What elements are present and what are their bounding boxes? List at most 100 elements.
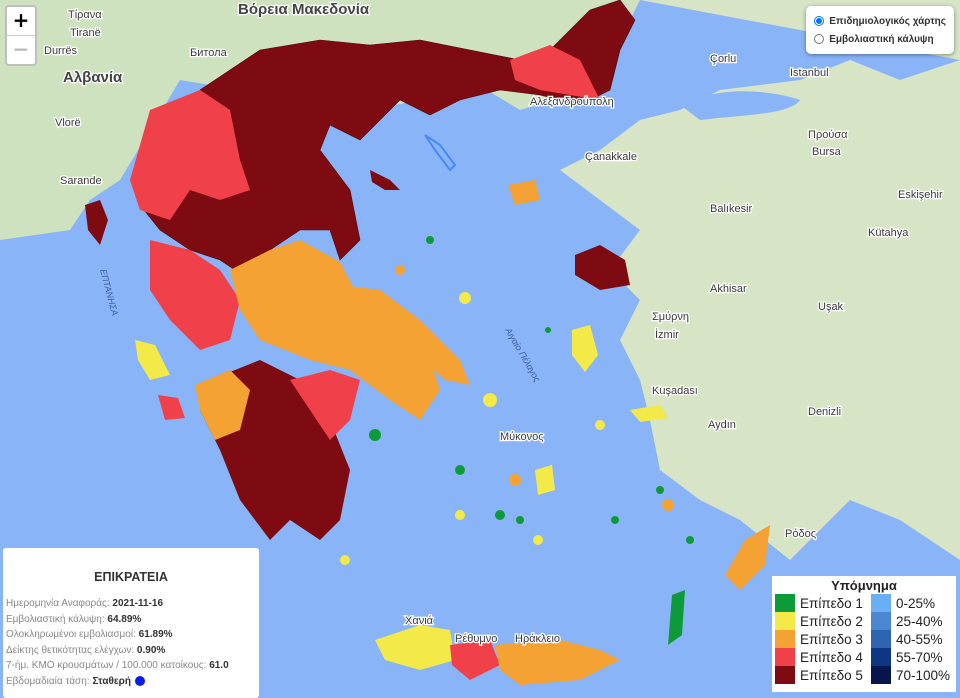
info-title: ΕΠΙΚΡΑΤΕΙΑ bbox=[94, 570, 168, 584]
island-limnos[interactable] bbox=[508, 180, 540, 205]
legend-level-label: Επίπεδο 3 bbox=[800, 631, 863, 647]
legend-coverage-item: 0-25% bbox=[870, 594, 950, 612]
island-zakynthos[interactable] bbox=[158, 395, 185, 420]
region-level4-west[interactable] bbox=[150, 240, 240, 350]
island-lesvos[interactable] bbox=[575, 245, 630, 290]
legend-level-label: Επίπεδο 4 bbox=[800, 649, 863, 665]
island-kefalonia[interactable] bbox=[135, 340, 170, 380]
info-row-completed: Ολοκληρωμένοι εμβολιασμοί: 61.89% bbox=[3, 629, 259, 645]
island-karpathos[interactable] bbox=[668, 590, 685, 645]
legend-coverage-label: 70-100% bbox=[895, 667, 950, 683]
zoom-control: + − bbox=[5, 5, 37, 66]
label-rhodes: Ρόδος bbox=[785, 528, 816, 540]
region-level3-achaia[interactable] bbox=[195, 370, 250, 440]
layer-option-label: Επιδημιολογικός χάρτης bbox=[829, 15, 946, 27]
legend-level-item: Επίπεδο 4 bbox=[775, 648, 863, 666]
info-value: 0.90% bbox=[136, 644, 166, 656]
legend-level-item: Επίπεδο 3 bbox=[775, 630, 863, 648]
legend-coverage-swatch bbox=[870, 630, 891, 648]
label-tirana: Τίρανα bbox=[68, 9, 102, 21]
cyclades-islands[interactable] bbox=[369, 236, 694, 544]
island-samos[interactable] bbox=[630, 405, 668, 422]
label-bursa-gr: Προύσα bbox=[808, 129, 848, 141]
label-corlu: Çorlu bbox=[710, 53, 736, 65]
legend-coverage-swatch bbox=[870, 648, 891, 666]
legend-coverage-swatch bbox=[870, 666, 891, 684]
legend-coverage-label: 25-40% bbox=[895, 613, 943, 629]
label-aegean-sea: Αιγαίο Πέλαγος bbox=[503, 325, 543, 384]
zoom-out-button[interactable]: − bbox=[7, 35, 35, 64]
label-albania: Αλβανία bbox=[63, 69, 123, 86]
legend-coverage-item: 70-100% bbox=[870, 666, 950, 684]
island-rhodes[interactable] bbox=[725, 525, 770, 590]
region-level4-epirus[interactable] bbox=[130, 90, 250, 220]
orange-islands[interactable] bbox=[395, 265, 674, 511]
island-corfu[interactable] bbox=[85, 200, 108, 245]
info-value: Σταθερή bbox=[92, 675, 131, 687]
info-label: 7-ήμ. ΚΜΟ κρουσμάτων / 100.000 κατοίκους… bbox=[6, 660, 210, 671]
legend-title: Υπόμνημα bbox=[831, 578, 897, 593]
label-usak: Uşak bbox=[818, 301, 844, 313]
region-level3-evia[interactable] bbox=[340, 285, 470, 385]
island-naxos[interactable] bbox=[535, 465, 555, 495]
info-value: 61.0 bbox=[209, 660, 229, 671]
island-crete-west[interactable] bbox=[375, 625, 455, 670]
label-heraklion: Ηράκλειο bbox=[515, 633, 560, 645]
label-mykonos: Μύκονος bbox=[500, 431, 544, 443]
island-crete-east[interactable] bbox=[495, 640, 620, 685]
legend-level-item: Επίπεδο 2 bbox=[775, 612, 863, 630]
label-balikesir: Balıkesir bbox=[710, 203, 753, 215]
label-kusadasi: Kuşadası bbox=[652, 385, 698, 397]
layer-option-vaccination[interactable]: Εμβολιαστική κάλυψη bbox=[810, 30, 946, 48]
island-crete-rethymno[interactable] bbox=[450, 640, 500, 680]
legend-level-label: Επίπεδο 2 bbox=[800, 613, 863, 629]
label-izmir: İzmir bbox=[655, 328, 679, 341]
legend-coverage-item: 25-40% bbox=[870, 612, 950, 630]
info-row-trend: Εβδομαδιαία τάση: Σταθερή bbox=[3, 676, 259, 692]
legend-coverage-label: 40-55% bbox=[895, 631, 943, 647]
label-istanbul: Istanbul bbox=[790, 67, 829, 79]
info-value: 2021-11-16 bbox=[112, 598, 164, 609]
zoom-in-button[interactable]: + bbox=[12, 8, 30, 32]
label-alexandroupoli: Αλεξανδρούπολη bbox=[530, 96, 614, 108]
label-durres: Durrës bbox=[44, 45, 78, 57]
info-row-positivity: Δείκτης θετικότητας ελέγχων: 0.90% bbox=[3, 645, 259, 661]
legend-level-swatch bbox=[775, 666, 795, 684]
region-level5-thasos-area[interactable] bbox=[370, 170, 400, 190]
info-label: Ολοκληρωμένοι εμβολιασμοί: bbox=[6, 629, 139, 640]
info-label: Ημερομηνία Αναφοράς: bbox=[6, 598, 113, 609]
label-akhisar: Akhisar bbox=[710, 283, 747, 295]
info-row-date: Ημερομηνία Αναφοράς: 2021-11-16 bbox=[3, 598, 259, 614]
legend-level-swatch bbox=[775, 630, 795, 648]
sea-marmara bbox=[680, 91, 800, 120]
region-level4-argolida[interactable] bbox=[290, 370, 360, 440]
label-sarande: Sarande bbox=[60, 175, 102, 187]
info-label: Εμβολιαστική κάλυψη: bbox=[6, 613, 108, 625]
label-canakkale: Çanakkale bbox=[585, 151, 637, 163]
info-row-coverage: Εμβολιαστική κάλυψη: 64.89% bbox=[3, 614, 259, 630]
legend: Υπόμνημα Επίπεδο 1 Επίπεδο 2 Επίπεδο 3 Επίπ… bbox=[772, 576, 956, 692]
legend-levels: Επίπεδο 1 Επίπεδο 2 Επίπεδο 3 Επίπεδο 4 Επίπ… bbox=[775, 594, 863, 684]
region-level4-evros[interactable] bbox=[510, 45, 600, 100]
label-eskisehir: Eskişehir bbox=[898, 189, 943, 201]
legend-coverage-swatch bbox=[870, 594, 891, 612]
legend-coverage-swatch bbox=[870, 612, 891, 630]
yellow-islands[interactable] bbox=[340, 292, 605, 565]
info-value: 64.89% bbox=[107, 613, 142, 625]
legend-level-label: Επίπεδο 1 bbox=[800, 595, 863, 611]
info-label: Εβδομαδιαία τάση: bbox=[6, 675, 93, 687]
epidemiological-radio[interactable] bbox=[814, 16, 825, 26]
label-bursa: Bursa bbox=[812, 146, 842, 158]
trend-dot-icon bbox=[134, 675, 145, 686]
label-bitola: Битола bbox=[190, 47, 228, 59]
vaccination-radio[interactable] bbox=[814, 34, 825, 44]
label-aydin: Aydın bbox=[708, 419, 736, 431]
land-turkey bbox=[560, 0, 960, 560]
layer-selector: Επιδημιολογικός χάρτης Εμβολιαστική κάλυ… bbox=[806, 6, 954, 54]
label-izmir-gr: Σμύρνη bbox=[652, 311, 689, 323]
legend-coverage-label: 0-25% bbox=[895, 595, 935, 611]
layer-option-epidemiological[interactable]: Επιδημιολογικός χάρτης bbox=[810, 12, 946, 30]
region-level3-central[interactable] bbox=[230, 240, 440, 420]
island-chios[interactable] bbox=[572, 325, 598, 372]
